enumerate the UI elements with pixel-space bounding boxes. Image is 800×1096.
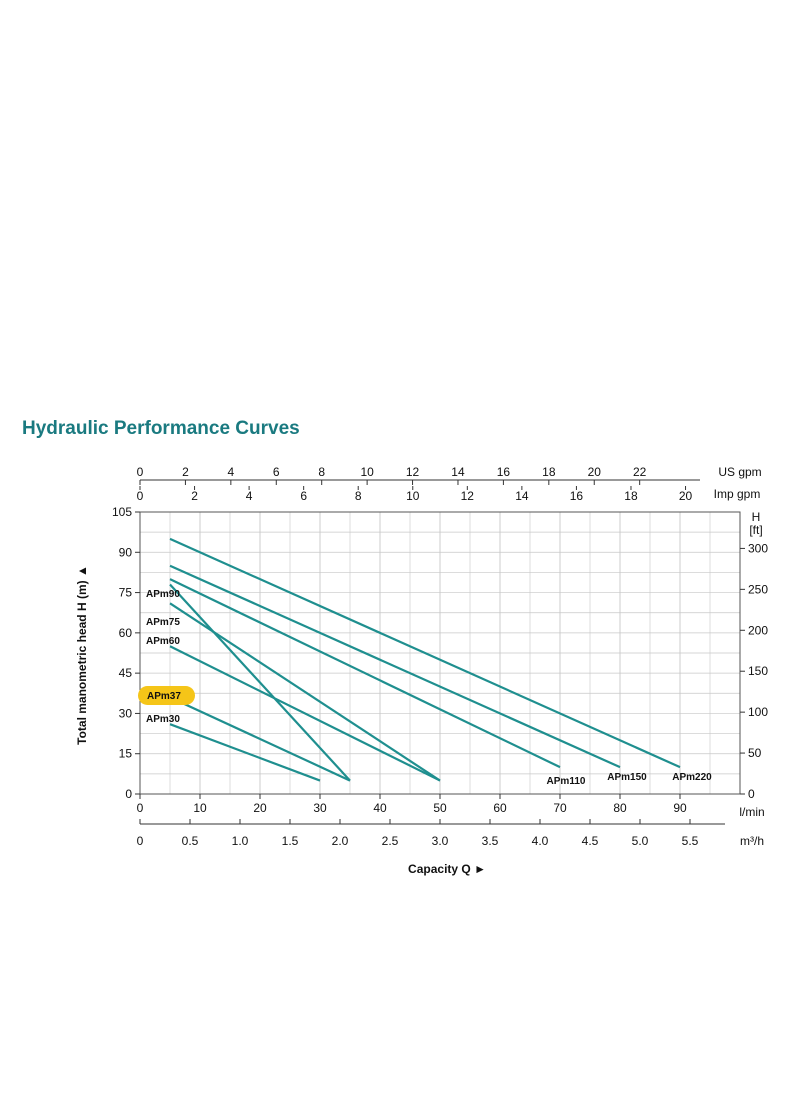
- y-tick-label: 60: [119, 626, 133, 640]
- us-gpm-tick-label: 18: [542, 465, 556, 479]
- series-curve-apm37: [169, 696, 351, 782]
- m3h-tick-label: 2.0: [332, 834, 349, 848]
- x-unit-label: l/min: [739, 805, 764, 819]
- series-curves: [169, 537, 681, 782]
- imp-gpm-tick-label: 18: [624, 489, 638, 503]
- x-axis-title: Capacity Q ►: [408, 862, 486, 876]
- ft-tick-label: 250: [748, 582, 768, 596]
- series-label-apm220: APm220: [672, 772, 712, 783]
- x-tick-label: 0: [137, 801, 144, 815]
- m3h-tick-label: 0.5: [182, 834, 199, 848]
- series-labels: APm30 APm37 APm60 APm75 APm90 APm110 APm150 APm…: [138, 589, 712, 787]
- us-gpm-tick-label: 4: [228, 465, 235, 479]
- imp-gpm-tick-label: 20: [679, 489, 693, 503]
- series-highlight-apm37: [138, 686, 195, 705]
- us-gpm-tick-label: 6: [273, 465, 280, 479]
- page-title: Hydraulic Performance Curves: [22, 418, 300, 439]
- m3h-tick-label: 4.5: [582, 834, 599, 848]
- m3h-tick-label: 4.0: [532, 834, 549, 848]
- us-gpm-tick-label: 22: [633, 465, 647, 479]
- ft-tick-label: 100: [748, 705, 768, 719]
- m3h-tick-label: 5.5: [682, 834, 699, 848]
- series-curve-apm30: [169, 723, 321, 782]
- x-tick-label: 90: [673, 801, 687, 815]
- x-tick-label: 60: [493, 801, 507, 815]
- m3h-tick-label: 2.5: [382, 834, 399, 848]
- us-gpm-tick-label: 20: [588, 465, 602, 479]
- series-label-apm110: APm110: [547, 776, 586, 787]
- series-label-apm90: APm90: [146, 589, 180, 600]
- x-tick-label: 40: [373, 801, 387, 815]
- series-label-apm37: APm37: [147, 691, 181, 702]
- imp-gpm-tick-label: 6: [300, 489, 307, 503]
- ft-tick-label: 300: [748, 541, 768, 555]
- ft-unit-label: [ft]: [749, 523, 762, 537]
- imp-gpm-tick-label: 4: [246, 489, 253, 503]
- y-axis-title: Total manometric head H (m) ▲: [75, 565, 89, 745]
- y-tick-label: 0: [125, 787, 132, 801]
- ft-tick-label: 50: [748, 746, 762, 760]
- x-tick-label: 70: [553, 801, 567, 815]
- ft-tick-label: 200: [748, 623, 768, 637]
- y-tick-label: 75: [119, 586, 133, 600]
- us-gpm-tick-label: 16: [497, 465, 511, 479]
- y-tick-label: 105: [112, 505, 132, 519]
- y-tick-label: 45: [119, 666, 133, 680]
- series-curve-apm220: [169, 537, 681, 769]
- us-gpm-unit-label: US gpm: [718, 465, 761, 479]
- imp-gpm-tick-label: 12: [461, 489, 475, 503]
- series-curve-apm90: [169, 583, 351, 782]
- ft-tick-label: 150: [748, 664, 768, 678]
- m3h-unit-label: m³/h: [740, 834, 764, 848]
- m3h-tick-label: 1.5: [282, 834, 299, 848]
- imp-gpm-tick-label: 2: [191, 489, 198, 503]
- series-curve-apm150: [169, 564, 621, 769]
- series-curve-apm110: [169, 578, 561, 769]
- us-gpm-tick-label: 0: [137, 465, 144, 479]
- us-gpm-tick-label: 2: [182, 465, 189, 479]
- x-tick-label: 10: [193, 801, 207, 815]
- grid: [140, 512, 740, 794]
- us-gpm-tick-label: 8: [318, 465, 325, 479]
- y-tick-label: 30: [119, 706, 133, 720]
- imp-gpm-tick-label: 10: [406, 489, 420, 503]
- imp-gpm-tick-label: 16: [570, 489, 584, 503]
- us-gpm-tick-label: 12: [406, 465, 420, 479]
- m3h-tick-label: 0: [137, 834, 144, 848]
- imp-gpm-tick-label: 8: [355, 489, 362, 503]
- us-gpm-tick-label: 14: [451, 465, 465, 479]
- y-tick-label: 15: [119, 747, 133, 761]
- imp-gpm-tick-label: 14: [515, 489, 529, 503]
- m3h-tick-label: 5.0: [632, 834, 649, 848]
- series-label-apm75: APm75: [146, 617, 180, 628]
- series-curve-apm60: [169, 645, 441, 782]
- ft-tick-label: 0: [748, 787, 755, 801]
- series-label-apm150: APm150: [607, 772, 647, 783]
- series-label-apm30: APm30: [146, 714, 180, 725]
- x-tick-label: 30: [313, 801, 327, 815]
- imp-gpm-unit-label: Imp gpm: [714, 487, 761, 501]
- x-tick-label: 50: [433, 801, 447, 815]
- m3h-tick-label: 3.0: [432, 834, 449, 848]
- ft-unit-h: H: [752, 510, 761, 524]
- m3h-tick-label: 3.5: [482, 834, 499, 848]
- m3h-tick-label: 1.0: [232, 834, 249, 848]
- x-tick-label: 80: [613, 801, 627, 815]
- x-tick-label: 20: [253, 801, 267, 815]
- us-gpm-tick-label: 10: [360, 465, 374, 479]
- imp-gpm-tick-label: 0: [137, 489, 144, 503]
- axes: 0153045607590105050100150200250300H[ft]0…: [75, 465, 768, 876]
- series-label-apm60: APm60: [146, 636, 180, 647]
- y-tick-label: 90: [119, 545, 133, 559]
